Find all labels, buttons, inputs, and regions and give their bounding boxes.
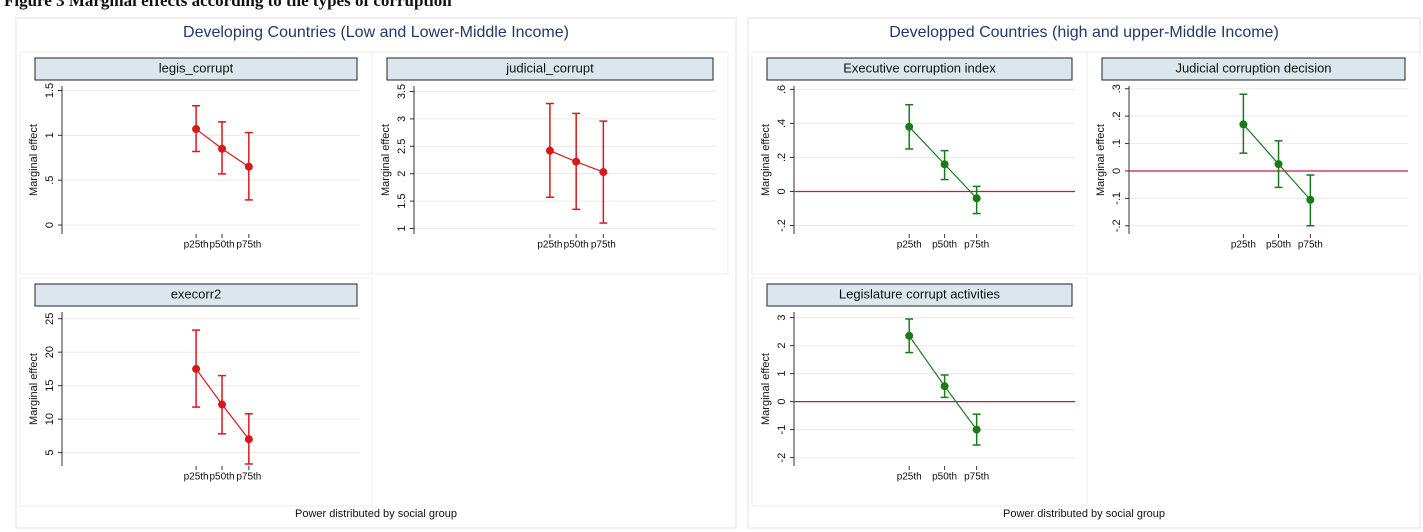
effect-point [192, 364, 201, 373]
subplot-header [34, 57, 358, 81]
x-tick-label: p75th [236, 472, 261, 483]
y-tick-label: .4 [776, 119, 788, 128]
y-tick-label: 0 [776, 188, 788, 194]
y-tick-label: .6 [776, 85, 788, 94]
x-tick-label: p25th [1231, 240, 1256, 251]
effect-point [972, 425, 981, 434]
y-tick-label: 1.5 [396, 193, 408, 208]
effect-point [244, 435, 253, 444]
subplot-frame [1086, 51, 1421, 275]
x-tick-label: p75th [236, 240, 261, 251]
effect-point [572, 157, 581, 166]
y-tick-label: 2.5 [396, 139, 408, 154]
y-axis-title: Marginal effect [380, 124, 392, 196]
effect-point [1239, 120, 1248, 129]
panel-title: Developing Countries (Low and Lower-Midd… [183, 24, 569, 41]
x-tick-label: p75th [591, 240, 616, 251]
x-tick-label: p50th [210, 472, 235, 483]
y-tick-label: 3.5 [396, 84, 408, 99]
subplot-title: Executive corruption index [843, 60, 996, 75]
subplot-header [766, 57, 1073, 81]
panel-frame [15, 17, 737, 529]
effect-point [1306, 195, 1315, 204]
y-axis-title: Marginal effect [28, 124, 40, 196]
effect-point [940, 382, 949, 391]
effect-point [218, 400, 227, 409]
effect-point [905, 122, 914, 131]
y-tick-label: 25 [44, 313, 56, 325]
effect-point [940, 160, 949, 169]
x-axis-title: Power distributed by social group [1003, 508, 1165, 520]
x-tick-label: p75th [1298, 240, 1323, 251]
x-axis-title: Power distributed by social group [295, 508, 457, 520]
y-tick-label: -.2 [1111, 219, 1123, 232]
y-axis-title: Marginal effect [28, 353, 40, 425]
y-tick-label: -.1 [1111, 192, 1123, 205]
effect-point [192, 125, 201, 134]
subplot-frame [751, 277, 1088, 507]
y-tick-label: 2 [396, 171, 408, 177]
effect-point [972, 194, 981, 203]
subplot-title: legis_corrupt [159, 60, 234, 75]
x-tick-label: p75th [964, 240, 989, 251]
y-axis-title: Marginal effect [1095, 124, 1107, 196]
y-tick-label: 1 [776, 371, 788, 377]
y-tick-label: 10 [44, 413, 56, 425]
x-tick-label: p25th [184, 240, 209, 251]
subplot-frame [371, 51, 729, 275]
x-tick-label: p50th [1266, 240, 1291, 251]
y-tick-label: 0 [1111, 168, 1123, 174]
y-tick-label: 1.5 [44, 83, 56, 98]
subplot-title: Legislature corrupt activities [839, 286, 1001, 301]
y-tick-label: -.2 [776, 219, 788, 232]
y-tick-label: 3 [776, 315, 788, 321]
y-tick-label: .2 [776, 153, 788, 162]
subplot-header [34, 283, 358, 307]
x-tick-label: p25th [897, 472, 922, 483]
effect-point [1274, 160, 1283, 169]
y-axis-title: Marginal effect [760, 353, 772, 425]
subplot-header [766, 283, 1073, 307]
y-tick-label: 3 [396, 116, 408, 122]
effect-point [599, 168, 608, 177]
y-tick-label: 1 [396, 225, 408, 231]
y-tick-label: -2 [776, 453, 788, 463]
y-tick-label: 20 [44, 346, 56, 358]
x-tick-label: p50th [564, 240, 589, 251]
x-tick-label: p50th [932, 472, 957, 483]
effect-point [218, 144, 227, 153]
x-tick-label: p50th [932, 240, 957, 251]
panel-title: Developped Countries (high and upper-Mid… [889, 24, 1279, 41]
y-tick-label: 0 [776, 399, 788, 405]
y-tick-label: .2 [1111, 112, 1123, 121]
x-tick-label: p25th [184, 472, 209, 483]
y-tick-label: 2 [776, 343, 788, 349]
effect-point [545, 146, 554, 155]
y-tick-label: -1 [776, 425, 788, 435]
subplot-title: Judicial corruption decision [1175, 60, 1331, 75]
effect-point [244, 162, 253, 171]
subplot-header [386, 57, 714, 81]
subplot-title: execorr2 [171, 286, 222, 301]
y-tick-label: .3 [1111, 84, 1123, 93]
subplot-title: judicial_corrupt [505, 60, 594, 75]
x-tick-label: p50th [210, 240, 235, 251]
subplot-frame [19, 277, 373, 507]
y-tick-label: 15 [44, 380, 56, 392]
x-tick-label: p75th [964, 472, 989, 483]
y-tick-label: 5 [44, 450, 56, 456]
y-tick-label: .5 [44, 176, 56, 185]
x-tick-label: p25th [537, 240, 562, 251]
figure-title: Figure 3 Marginal effects according to t… [4, 0, 452, 10]
y-tick-label: .1 [1111, 139, 1123, 148]
y-axis-title: Marginal effect [760, 124, 772, 196]
effect-point [905, 331, 914, 340]
x-tick-label: p25th [897, 240, 922, 251]
y-tick-label: 0 [44, 222, 56, 228]
y-tick-label: 1 [44, 132, 56, 138]
subplot-header [1101, 57, 1406, 81]
